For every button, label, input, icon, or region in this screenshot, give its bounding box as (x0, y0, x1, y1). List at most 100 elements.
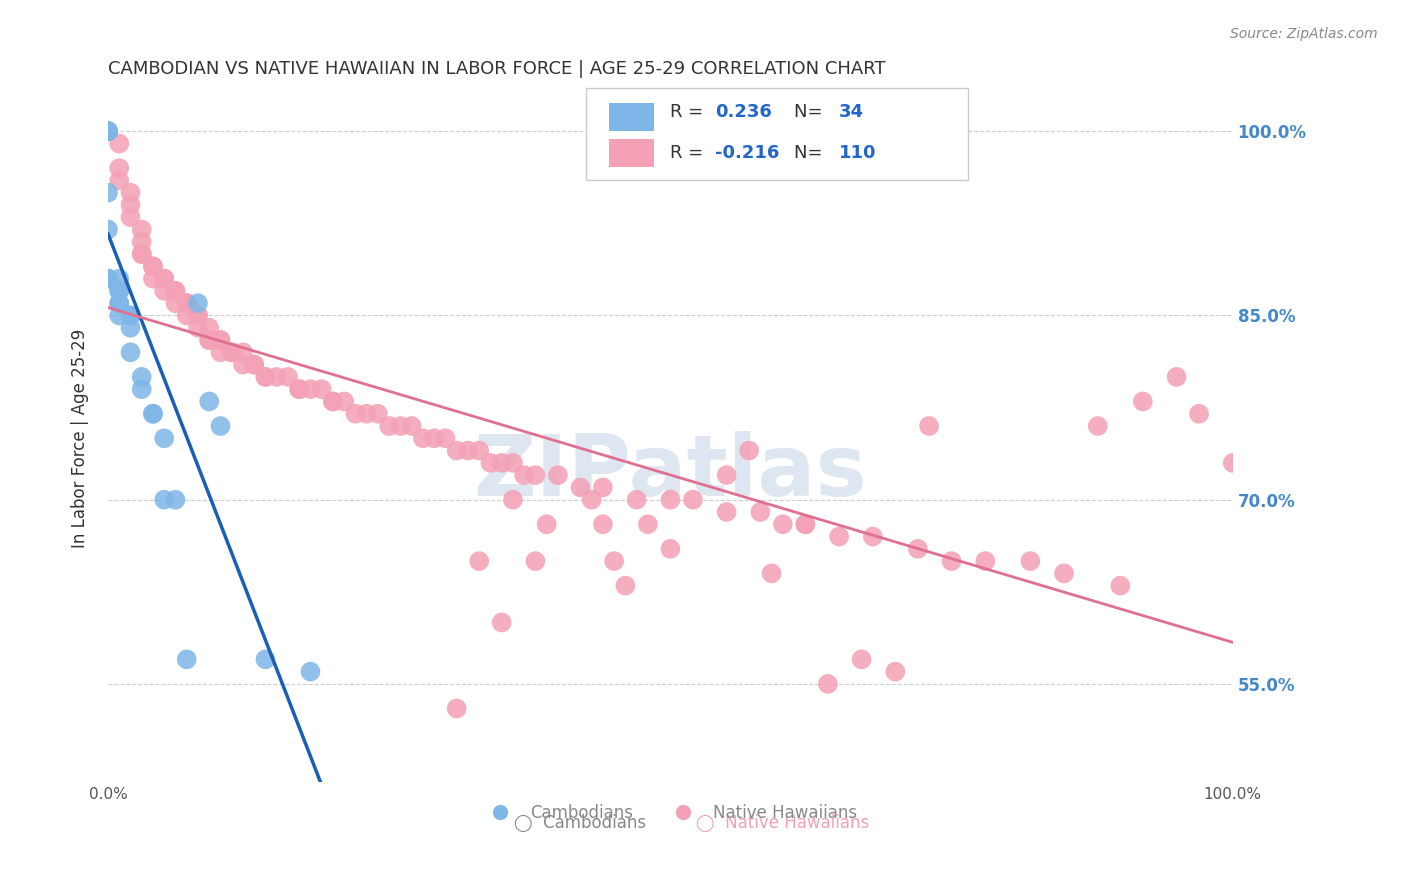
Text: 34: 34 (839, 103, 865, 121)
Cambodians (176, 652, 198, 666)
Cambodians (97, 124, 120, 138)
Cambodians (108, 271, 131, 285)
Native Hawaiians (142, 260, 165, 274)
Native Hawaiians (794, 517, 817, 532)
Native Hawaiians (333, 394, 356, 409)
Bar (609, 139, 654, 167)
Native Hawaiians (288, 382, 311, 396)
Native Hawaiians (153, 271, 176, 285)
Text: 110: 110 (839, 145, 876, 162)
Cambodians (97, 124, 120, 138)
Text: ◯  Native Hawaiians: ◯ Native Hawaiians (696, 814, 869, 832)
Native Hawaiians (536, 517, 558, 532)
Native Hawaiians (108, 136, 131, 151)
Native Hawaiians (389, 419, 412, 434)
Native Hawaiians (479, 456, 502, 470)
Native Hawaiians (446, 443, 468, 458)
Native Hawaiians (209, 333, 232, 347)
Native Hawaiians (153, 284, 176, 298)
Native Hawaiians (153, 271, 176, 285)
Text: ZIPatlas: ZIPatlas (474, 431, 868, 514)
Y-axis label: In Labor Force | Age 25-29: In Labor Force | Age 25-29 (72, 328, 89, 548)
Native Hawaiians (322, 394, 344, 409)
Native Hawaiians (524, 554, 547, 568)
Native Hawaiians (232, 358, 254, 372)
Cambodians (153, 492, 176, 507)
Native Hawaiians (547, 468, 569, 483)
Native Hawaiians (716, 468, 738, 483)
Native Hawaiians (176, 296, 198, 310)
Native Hawaiians (131, 247, 153, 261)
Text: -0.216: -0.216 (716, 145, 780, 162)
Native Hawaiians (120, 186, 142, 200)
Native Hawaiians (884, 665, 907, 679)
Native Hawaiians (626, 492, 648, 507)
Native Hawaiians (682, 492, 704, 507)
Native Hawaiians (659, 541, 682, 556)
Native Hawaiians (187, 309, 209, 323)
Native Hawaiians (918, 419, 941, 434)
Native Hawaiians (502, 456, 524, 470)
Native Hawaiians (322, 394, 344, 409)
Native Hawaiians (491, 615, 513, 630)
Native Hawaiians (165, 296, 187, 310)
Native Hawaiians (1019, 554, 1042, 568)
Native Hawaiians (468, 554, 491, 568)
Text: Source: ZipAtlas.com: Source: ZipAtlas.com (1230, 27, 1378, 41)
Cambodians (165, 492, 187, 507)
Native Hawaiians (142, 271, 165, 285)
Cambodians (97, 271, 120, 285)
Native Hawaiians (749, 505, 772, 519)
Cambodians (120, 309, 142, 323)
Text: CAMBODIAN VS NATIVE HAWAIIAN IN LABOR FORCE | AGE 25-29 CORRELATION CHART: CAMBODIAN VS NATIVE HAWAIIAN IN LABOR FO… (108, 60, 886, 78)
Native Hawaiians (659, 492, 682, 507)
Native Hawaiians (209, 333, 232, 347)
Native Hawaiians (254, 370, 277, 384)
Cambodians (97, 222, 120, 236)
Native Hawaiians (468, 443, 491, 458)
Native Hawaiians (1166, 370, 1188, 384)
Cambodians (198, 394, 221, 409)
Native Hawaiians (344, 407, 367, 421)
Native Hawaiians (828, 529, 851, 543)
Native Hawaiians (851, 652, 873, 666)
Native Hawaiians (524, 468, 547, 483)
Native Hawaiians (1188, 407, 1211, 421)
Native Hawaiians (277, 370, 299, 384)
Native Hawaiians (738, 443, 761, 458)
Cambodians (131, 370, 153, 384)
Native Hawaiians (221, 345, 243, 359)
Native Hawaiians (502, 492, 524, 507)
Native Hawaiians (603, 554, 626, 568)
Cambodians (97, 124, 120, 138)
Native Hawaiians (108, 173, 131, 187)
Native Hawaiians (221, 345, 243, 359)
Text: R =: R = (671, 103, 710, 121)
Native Hawaiians (120, 198, 142, 212)
Cambodians (97, 124, 120, 138)
Bar (609, 103, 654, 131)
FancyBboxPatch shape (586, 87, 969, 180)
Cambodians (97, 124, 120, 138)
Native Hawaiians (176, 296, 198, 310)
Native Hawaiians (198, 333, 221, 347)
Native Hawaiians (209, 345, 232, 359)
Cambodians (108, 309, 131, 323)
Native Hawaiians (1087, 419, 1109, 434)
Native Hawaiians (187, 320, 209, 334)
Native Hawaiians (761, 566, 783, 581)
Cambodians (108, 296, 131, 310)
Cambodians (120, 309, 142, 323)
Native Hawaiians (1222, 456, 1244, 470)
Native Hawaiians (187, 309, 209, 323)
Native Hawaiians (243, 358, 266, 372)
Cambodians (108, 284, 131, 298)
Cambodians (108, 296, 131, 310)
Native Hawaiians (941, 554, 963, 568)
Native Hawaiians (299, 382, 322, 396)
Native Hawaiians (108, 161, 131, 175)
Cambodians (299, 665, 322, 679)
Text: N=: N= (794, 145, 828, 162)
Native Hawaiians (637, 517, 659, 532)
Native Hawaiians (176, 309, 198, 323)
